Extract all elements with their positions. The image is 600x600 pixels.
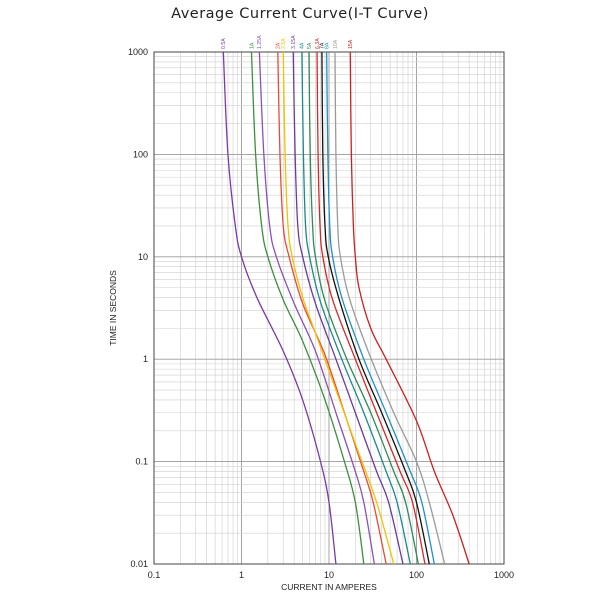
series-label-7a: 7A: [320, 42, 326, 49]
series-line-1a: [250, 51, 365, 565]
y-tick-label: 1000: [128, 47, 148, 57]
series-line-15a: [349, 51, 470, 565]
series-line-3-15a: [292, 51, 404, 565]
series-line-5a: [308, 51, 419, 565]
x-tick-label: 1: [239, 570, 244, 580]
x-tick-label: 1000: [494, 570, 514, 580]
series-label-1-25a: 1.25A: [257, 35, 263, 49]
y-tick-label: 10: [138, 252, 148, 262]
x-tick-label: 0.1: [148, 570, 161, 580]
series-line-2-5a: [282, 51, 395, 565]
grid: [153, 52, 504, 565]
series-label-4a: 4A: [300, 42, 306, 49]
series-line-8a: [326, 51, 435, 565]
series-label-8a: 8A: [324, 42, 330, 49]
series-line-2a: [277, 51, 387, 565]
y-tick-label: 0.1: [135, 457, 148, 467]
series-label-3-15a: 3.15A: [291, 35, 297, 49]
series-label-2a: 2A: [276, 42, 282, 49]
series-label-6-3a: 6.3A: [315, 38, 321, 49]
series-line-4a: [301, 51, 411, 565]
y-tick-label: 100: [133, 149, 148, 159]
series-label-1a: 1A: [249, 42, 255, 49]
chart-title: Average Current Curve(I-T Curve): [171, 6, 429, 22]
series-line-0-5a: [222, 51, 337, 565]
x-tick-label: 10: [324, 570, 334, 580]
y-axis-label: TIME IN SECONDS: [108, 270, 118, 346]
series-line-1-25a: [258, 51, 376, 565]
series-line-6-3a: [316, 51, 426, 565]
x-axis-label: CURRENT IN AMPERES: [281, 582, 377, 592]
series-label-2-5a: 2.5A: [281, 38, 287, 49]
y-tick-label: 1: [143, 354, 148, 364]
series-label-5a: 5A: [307, 42, 313, 49]
series-line-7a: [321, 51, 430, 565]
plot-frame: [153, 51, 505, 565]
series-line-10a: [334, 51, 446, 565]
series-group: [222, 51, 470, 565]
series-label-10a: 10A: [333, 39, 339, 49]
series-label-15a: 15A: [348, 39, 354, 49]
series-label-0-5a: 0.5A: [221, 38, 227, 49]
y-tick-label: 0.01: [130, 559, 148, 569]
x-tick-label: 100: [409, 570, 424, 580]
